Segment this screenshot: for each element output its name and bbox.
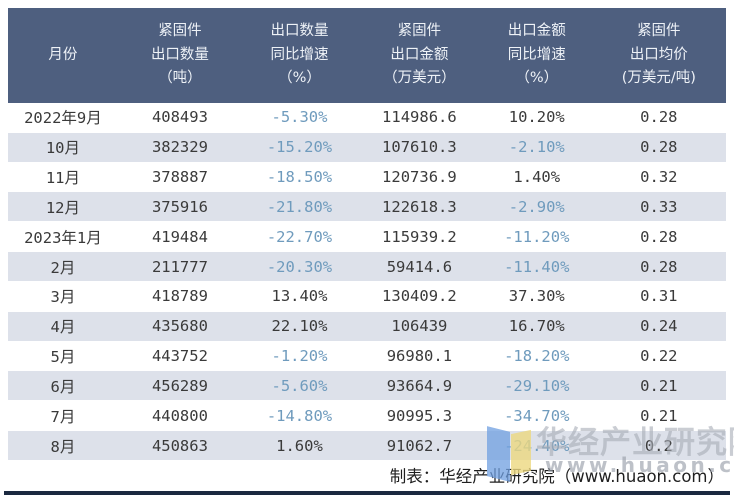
table-cell: 450863 bbox=[151, 436, 208, 455]
column-header: 紧固件 出口数量 （吨） bbox=[150, 23, 209, 87]
table-cell: 378887 bbox=[151, 168, 208, 187]
table-cell: -22.70% bbox=[266, 227, 333, 246]
table-body: 2022年9月 408493 -5.30% 114986.6 10.20% 0.28 10月… bbox=[8, 103, 726, 461]
table-cell: 0.33 bbox=[640, 197, 678, 216]
table-cell: 211777 bbox=[151, 257, 208, 276]
table-cell: -34.70% bbox=[504, 406, 570, 425]
table-cell: -5.30% bbox=[271, 108, 328, 127]
table-cell: 91062.7 bbox=[386, 436, 453, 455]
table-row: 5月 443752 -1.20% 96980.1 -18.20% 0.22 bbox=[8, 341, 726, 371]
table-cell: -14.80% bbox=[266, 406, 333, 425]
table-cell: 11月 bbox=[45, 169, 80, 188]
table-cell: 114986.6 bbox=[382, 108, 457, 127]
table-cell: 2022年9月 bbox=[24, 109, 102, 128]
table-header-row: 月份 紧固件 出口数量 （吨） 出口数量 同比增速 （%） 紧固件 出口金额 （万美元… bbox=[8, 8, 726, 103]
table-cell: 0.22 bbox=[640, 347, 678, 366]
table-cell: -20.30% bbox=[266, 257, 333, 276]
table-cell: 456289 bbox=[151, 376, 208, 395]
table-row: 11月 378887 -18.50% 120736.9 1.40% 0.32 bbox=[8, 162, 726, 192]
table-cell: -2.90% bbox=[508, 197, 565, 216]
table-cell: 106439 bbox=[391, 317, 448, 336]
table-cell: 0.28 bbox=[640, 138, 678, 157]
table-cell: -18.50% bbox=[266, 168, 333, 187]
table-row: 12月 375916 -21.80% 122618.3 -2.90% 0.33 bbox=[8, 191, 726, 223]
table-row: 6月 456289 -5.60% 93664.9 -29.10% 0.21 bbox=[8, 370, 726, 402]
column-header: 出口数量 同比增速 （%） bbox=[270, 23, 329, 87]
table-cell: 419484 bbox=[151, 227, 208, 246]
table-row: 2023年1月 419484 -22.70% 115939.2 -11.20% 0.28 bbox=[8, 222, 726, 252]
table-cell: 0.28 bbox=[640, 227, 678, 246]
table-cell: -21.80% bbox=[266, 197, 333, 216]
column-header: 紧固件 出口均价 (万美元/吨) bbox=[621, 23, 696, 87]
table-cell: 93664.9 bbox=[386, 376, 453, 395]
table-row: 10月 382329 -15.20% 107610.3 -2.10% 0.28 bbox=[8, 131, 726, 163]
table-row: 3月 418789 13.40% 130409.2 37.30% 0.31 bbox=[8, 281, 726, 311]
table-cell: 440800 bbox=[151, 406, 208, 425]
bottom-rule bbox=[4, 491, 730, 495]
table-cell: 418789 bbox=[151, 287, 208, 306]
table-cell: 122618.3 bbox=[382, 197, 457, 216]
table-cell: 107610.3 bbox=[382, 138, 457, 157]
table-cell: 6月 bbox=[50, 377, 76, 396]
table-cell: 0.21 bbox=[640, 376, 678, 395]
data-table: 月份 紧固件 出口数量 （吨） 出口数量 同比增速 （%） 紧固件 出口金额 （万美元… bbox=[8, 8, 726, 461]
table-cell: 96980.1 bbox=[386, 347, 453, 366]
table-cell: 0.2 bbox=[644, 436, 673, 455]
table-cell: 115939.2 bbox=[382, 227, 457, 246]
table-cell: 0.32 bbox=[640, 168, 678, 187]
table-cell: 130409.2 bbox=[382, 287, 457, 306]
table-cell: 37.30% bbox=[508, 287, 565, 306]
table-cell: 0.31 bbox=[640, 287, 678, 306]
table-cell: 10月 bbox=[45, 139, 80, 158]
table-cell: 375916 bbox=[151, 197, 208, 216]
table-row: 2月 211777 -20.30% 59414.6 -11.40% 0.28 bbox=[8, 251, 726, 282]
table-cell: 1.40% bbox=[513, 168, 561, 187]
table-cell: 4月 bbox=[50, 318, 76, 337]
table-row: 8月 450863 1.60% 91062.7 -24.40% 0.2 bbox=[8, 430, 726, 461]
table-cell: 0.28 bbox=[640, 257, 678, 276]
table-cell: 382329 bbox=[151, 138, 208, 157]
table-cell: 408493 bbox=[151, 108, 208, 127]
table-cell: -15.20% bbox=[266, 138, 333, 157]
table-cell: 22.10% bbox=[271, 317, 328, 336]
table-cell: 3月 bbox=[50, 288, 76, 307]
table-cell: 1.60% bbox=[276, 436, 323, 455]
table-cell: -5.60% bbox=[271, 376, 328, 395]
table-cell: -2.10% bbox=[508, 138, 565, 157]
table-cell: 120736.9 bbox=[382, 168, 457, 187]
table-cell: -29.10% bbox=[504, 376, 570, 395]
table-row: 7月 440800 -14.80% 90995.3 -34.70% 0.21 bbox=[8, 401, 726, 431]
table-cell: -1.20% bbox=[271, 347, 328, 366]
table-cell: 5月 bbox=[50, 348, 76, 367]
table-cell: 13.40% bbox=[271, 287, 328, 306]
table-cell: 0.28 bbox=[640, 108, 678, 127]
table-cell: -11.40% bbox=[504, 257, 570, 276]
table-row: 4月 435680 22.10% 106439 16.70% 0.24 bbox=[8, 310, 726, 342]
table-cell: 2023年1月 bbox=[24, 228, 102, 247]
table-cell: 90995.3 bbox=[386, 406, 453, 425]
table-cell: 59414.6 bbox=[386, 257, 453, 276]
column-header: 紧固件 出口金额 （万美元） bbox=[383, 23, 456, 87]
table-cell: -11.20% bbox=[504, 227, 570, 246]
table-credit-line: 制表：华经产业研究院（www.huaon.com） bbox=[389, 467, 724, 486]
column-header: 出口金额 同比增速 （%） bbox=[507, 23, 566, 87]
table-cell: 443752 bbox=[151, 347, 208, 366]
table-cell: 0.21 bbox=[640, 406, 678, 425]
table-cell: 7月 bbox=[50, 407, 76, 426]
table-cell: -18.20% bbox=[504, 347, 570, 366]
table-cell: 12月 bbox=[45, 198, 80, 217]
table-cell: 435680 bbox=[151, 317, 208, 336]
table-cell: -24.40% bbox=[504, 436, 570, 455]
table-cell: 0.24 bbox=[640, 317, 678, 336]
table-cell: 8月 bbox=[50, 437, 76, 456]
table-cell: 16.70% bbox=[508, 317, 565, 336]
table-row: 2022年9月 408493 -5.30% 114986.6 10.20% 0.28 bbox=[8, 103, 726, 132]
column-header: 月份 bbox=[48, 46, 78, 63]
table-cell: 2月 bbox=[50, 258, 76, 277]
table-cell: 10.20% bbox=[508, 108, 565, 127]
